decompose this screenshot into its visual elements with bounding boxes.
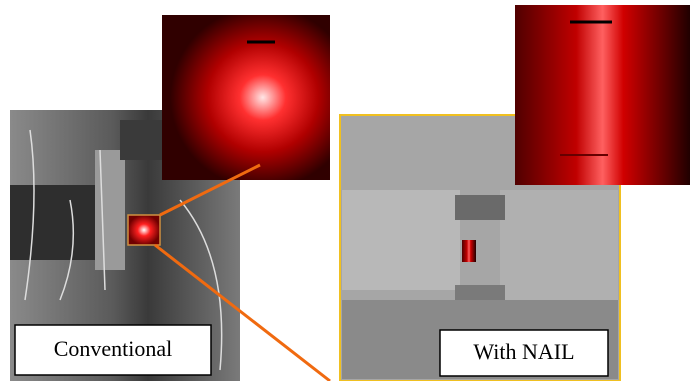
page: Conventional With NAIL (() => { const da…: [0, 0, 700, 381]
right-inset: [515, 5, 690, 185]
right-label: With NAIL: [473, 339, 574, 364]
left-inset: [162, 15, 330, 180]
figure: Conventional With NAIL: [0, 0, 700, 381]
left-label-box: Conventional: [15, 325, 211, 375]
right-label-box: With NAIL: [440, 330, 608, 376]
left-label: Conventional: [54, 336, 173, 361]
